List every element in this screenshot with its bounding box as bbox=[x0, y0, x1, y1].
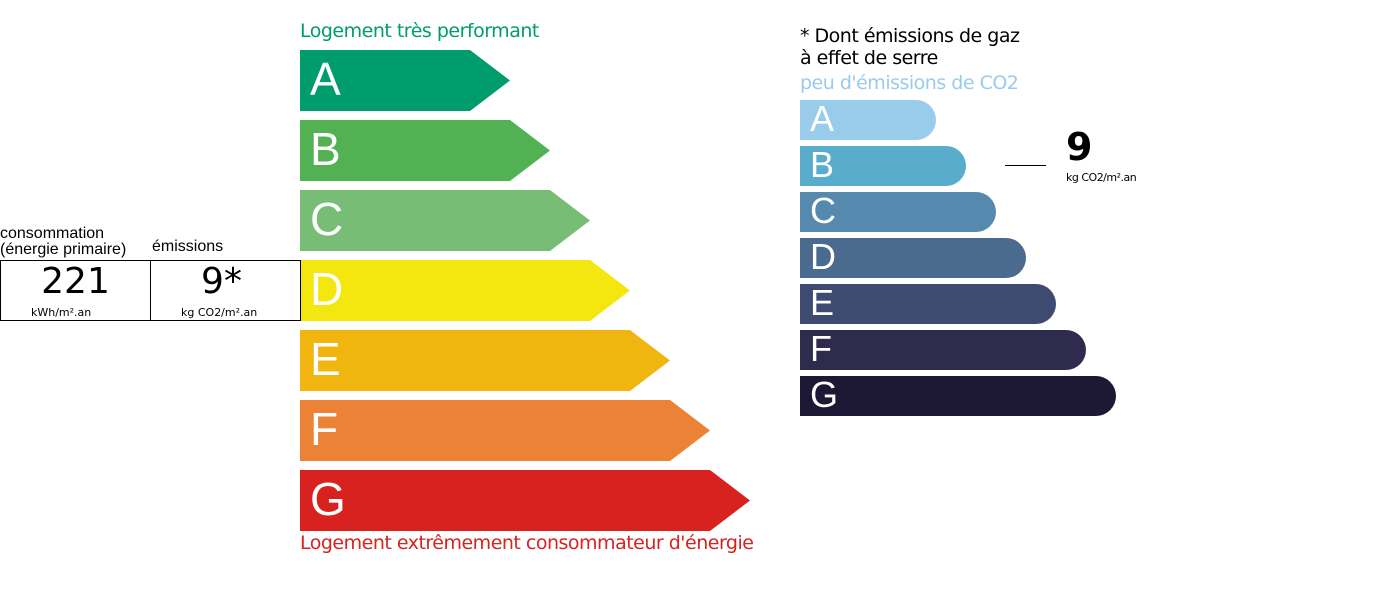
energy-class-letter: C bbox=[310, 193, 344, 245]
consumption-value: 221 bbox=[41, 261, 110, 302]
consumption-label-line2: (énergie primaire) bbox=[0, 241, 127, 258]
energy-class-letter: F bbox=[310, 403, 339, 455]
emissions-unit: kg CO2/m².an bbox=[181, 306, 258, 319]
consumption-cell: 221 kWh/m².an bbox=[1, 261, 151, 320]
ges-indicator-line bbox=[1005, 165, 1046, 166]
energy-class-g: G bbox=[300, 470, 750, 531]
consumption-label-line1: consommation bbox=[0, 225, 105, 242]
ges-class-b: B bbox=[800, 144, 966, 186]
energy-class-d: D bbox=[300, 260, 630, 321]
energy-class-letter: E bbox=[310, 333, 341, 385]
ges-note: * Dont émissions de gaz à effet de serre bbox=[800, 25, 1020, 69]
consumption-unit: kWh/m².an bbox=[31, 306, 92, 319]
ges-note-line1: * Dont émissions de gaz bbox=[800, 25, 1020, 47]
ges-class-f: F bbox=[800, 328, 1086, 370]
emissions-cell: 9* kg CO2/m².an bbox=[151, 261, 300, 320]
summary-box: 221 kWh/m².an 9* kg CO2/m².an bbox=[0, 260, 301, 321]
emissions-label: émissions bbox=[152, 238, 224, 255]
energy-class-c: C bbox=[300, 190, 590, 251]
energy-class-b: B bbox=[300, 120, 550, 181]
energy-bottom-label: Logement extrêmement consommateur d'éner… bbox=[300, 532, 754, 554]
ges-class-letter: C bbox=[810, 190, 836, 231]
energy-class-letter: B bbox=[310, 123, 341, 175]
energy-class-letter: A bbox=[310, 53, 341, 105]
ges-class-letter: F bbox=[810, 328, 832, 369]
energy-class-letter: D bbox=[310, 263, 344, 315]
energy-class-e: E bbox=[300, 330, 670, 391]
ges-class-letter: B bbox=[810, 144, 835, 185]
energy-top-label: Logement très performant bbox=[300, 20, 539, 42]
ges-unit: kg CO2/m².an bbox=[1066, 171, 1137, 184]
ges-class-letter: D bbox=[810, 236, 836, 277]
ges-value: 9 bbox=[1066, 125, 1093, 169]
energy-class-f: F bbox=[300, 400, 710, 461]
ges-class-c: C bbox=[800, 190, 996, 232]
energy-class-a: A bbox=[300, 50, 510, 111]
ges-class-letter: G bbox=[810, 374, 839, 415]
ges-class-e: E bbox=[800, 282, 1056, 324]
ges-class-a: A bbox=[800, 98, 936, 140]
ges-class-letter: A bbox=[810, 98, 835, 139]
emissions-value: 9* bbox=[201, 261, 242, 302]
ges-class-letter: E bbox=[810, 282, 835, 323]
ges-class-d: D bbox=[800, 236, 1026, 278]
consumption-label: consommation (énergie primaire) bbox=[0, 226, 126, 258]
ges-note-line2: à effet de serre bbox=[800, 47, 938, 69]
energy-class-letter: G bbox=[310, 473, 346, 525]
ges-class-g: G bbox=[800, 374, 1116, 416]
ges-top-label: peu d'émissions de CO2 bbox=[800, 72, 1019, 94]
